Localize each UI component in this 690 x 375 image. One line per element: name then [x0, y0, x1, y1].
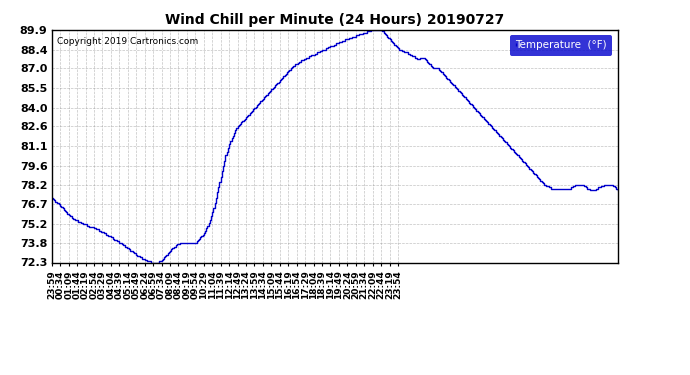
Title: Wind Chill per Minute (24 Hours) 20190727: Wind Chill per Minute (24 Hours) 2019072… — [165, 13, 504, 27]
Text: Copyright 2019 Cartronics.com: Copyright 2019 Cartronics.com — [57, 37, 199, 46]
Legend: Temperature  (°F): Temperature (°F) — [511, 35, 612, 56]
